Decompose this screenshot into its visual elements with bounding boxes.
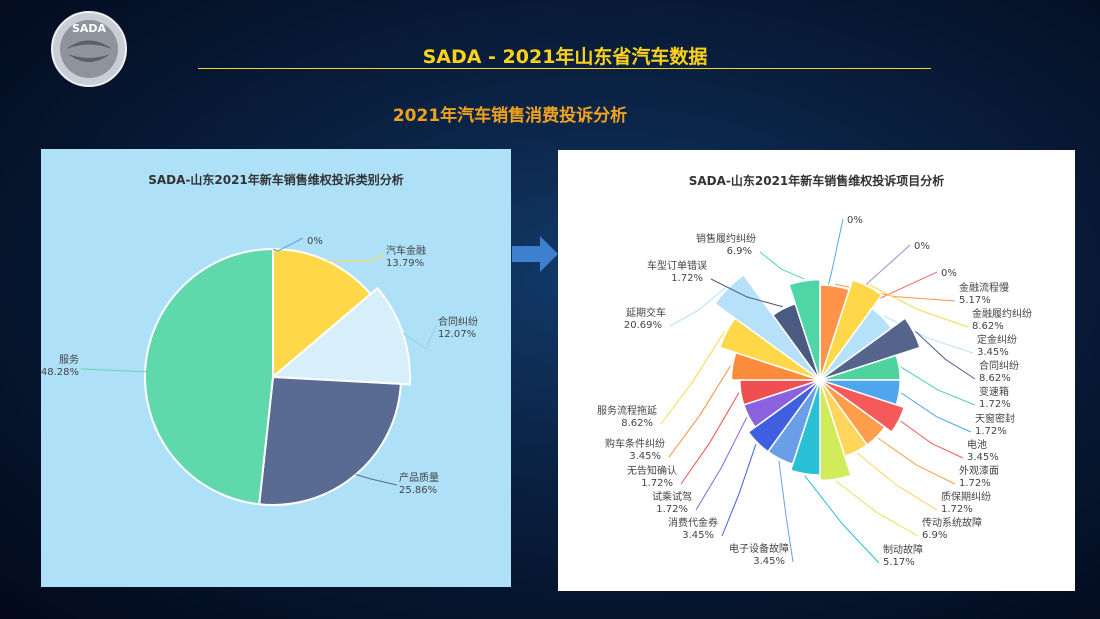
category-chart-title: SADA-山东2021年新车销售维权投诉类别分析 (148, 173, 404, 187)
slice-label: 制动故障 (883, 543, 923, 556)
slice-percent: 1.72% (979, 399, 1011, 410)
leader-line (695, 417, 748, 511)
slice-label: 服务 (59, 353, 79, 366)
leader-line (680, 392, 740, 485)
pie-slice (144, 247, 274, 506)
slice-percent: 13.79% (386, 258, 424, 269)
leader-line (856, 452, 938, 511)
slice-label: 合同纠纷 (979, 359, 1019, 372)
slice-percent: 3.45% (753, 556, 785, 567)
slice-label: 购车条件纠纷 (605, 437, 665, 450)
category-chart-panel: SADA-山东2021年新车销售维权投诉类别分析 汽车金融 13.79% 合同纠纷 1… (41, 149, 511, 587)
leader-line (710, 278, 783, 308)
slice-percent: 1.72% (975, 426, 1007, 437)
leader-line (660, 331, 725, 425)
leader-line (877, 437, 956, 485)
leader-line (402, 324, 437, 350)
leader-line (80, 368, 152, 373)
leader-line (915, 330, 976, 380)
slice-percent: 8.62% (621, 418, 653, 429)
item-chart-title: SADA-山东2021年新车销售维权投诉项目分析 (688, 174, 945, 188)
slice-percent: 0% (847, 215, 863, 226)
leader-line (669, 286, 727, 327)
slice-label: 变速箱 (979, 385, 1009, 398)
slice-label: 车型订单错误 (647, 259, 707, 272)
leader-line (900, 392, 972, 433)
page-subtitle: 2021年汽车销售消费投诉分析 (392, 106, 628, 126)
slice-percent: 0% (914, 241, 930, 252)
slice-label: 合同纠纷 (438, 315, 478, 328)
slice-label: 汽车金融 (386, 244, 426, 257)
slice-label: 金融履约纠纷 (972, 307, 1032, 320)
leader-line (804, 475, 880, 564)
slice-percent: 3.45% (977, 347, 1009, 358)
title-divider (198, 68, 931, 69)
slice-percent: 3.45% (682, 530, 714, 541)
right-arrow-icon (512, 236, 558, 272)
slice-percent: 8.62% (979, 373, 1011, 384)
slice-percent: 3.45% (967, 452, 999, 463)
slice-label: 无告知确认 (627, 464, 677, 477)
slice-percent: 8.62% (972, 321, 1004, 332)
leader-line (900, 420, 964, 459)
pie-slice (258, 375, 402, 506)
svg-text:SADA: SADA (72, 22, 107, 35)
slice-label: 金融流程慢 (959, 281, 1009, 294)
slice-percent: 1.72% (941, 504, 973, 515)
slice-percent: 48.28% (41, 367, 79, 378)
sada-logo: SADA (51, 11, 127, 87)
slice-label: 试乘试驾 (652, 490, 692, 503)
slice-label: 销售履约纠纷 (696, 232, 756, 245)
rose-slice (819, 279, 883, 381)
slice-label: 电子设备故障 (729, 542, 789, 555)
slice-label: 外观漆面 (959, 464, 999, 477)
rose-slice (819, 379, 852, 482)
slice-label: 产品质量 (399, 471, 439, 484)
slice-percent: 6.9% (922, 530, 947, 541)
slice-percent: 1.72% (656, 504, 688, 515)
page-title: SADA - 2021年山东省汽车数据 (422, 46, 708, 68)
slice-label: 消费代金券 (668, 516, 718, 529)
leader-line (272, 237, 304, 252)
slice-percent: 5.17% (883, 557, 915, 568)
leader-line (355, 474, 398, 486)
leader-line (759, 251, 805, 280)
leader-line (721, 443, 757, 537)
rose-slice (819, 317, 921, 381)
slice-percent: 25.86% (399, 485, 437, 496)
slice-percent: 1.72% (671, 273, 703, 284)
item-chart-panel: SADA-山东2021年新车销售维权投诉项目分析 0% 0% 0% 金融流程慢 5.17… (558, 150, 1075, 591)
slice-label: 定金纠纷 (977, 333, 1017, 346)
rose-slice (713, 273, 821, 381)
slice-label: 电池 (967, 438, 987, 451)
leader-line (778, 460, 794, 563)
pie-slice (270, 286, 411, 386)
slice-percent: 1.72% (641, 478, 673, 489)
slice-percent: 0% (307, 236, 323, 247)
slice-percent: 3.45% (629, 451, 661, 462)
slice-label: 质保期纠纷 (941, 490, 991, 503)
leader-line (326, 254, 385, 262)
leader-line (900, 366, 976, 406)
leader-line (835, 480, 919, 537)
leader-line (668, 365, 731, 458)
item-pie-chart: 0%0%0%金融流程慢5.17%金融履约纠纷8.62%定金纠纷3.45%合同纠纷… (597, 215, 1032, 568)
rose-slice (788, 278, 821, 381)
rose-slice (747, 379, 821, 453)
slice-percent: 5.17% (959, 295, 991, 306)
rose-slice (819, 379, 906, 434)
slice-label: 延期交车 (626, 306, 666, 319)
slice-percent: 20.69% (624, 320, 662, 331)
leader-line (868, 284, 969, 328)
slice-percent: 6.9% (727, 246, 752, 257)
slice-label: 天窗密封 (975, 412, 1015, 425)
slice-percent: 1.72% (959, 478, 991, 489)
slice-label: 服务流程拖延 (597, 404, 657, 417)
slice-percent: 0% (941, 268, 957, 279)
slice-label: 传动系统故障 (922, 516, 982, 529)
slice-percent: 12.07% (438, 329, 476, 340)
